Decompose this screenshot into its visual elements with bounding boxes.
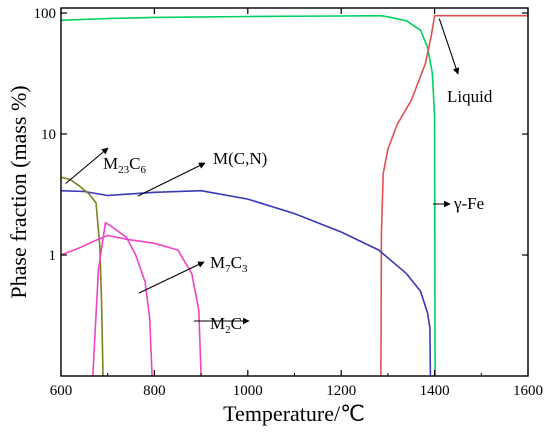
series-line-1 bbox=[60, 14, 436, 377]
x-tick-label: 600 bbox=[50, 383, 73, 399]
ticks-layer: 600 800 1000 1200 1400 1600 1 10 100 bbox=[34, 6, 544, 399]
x-tick-label: 1000 bbox=[233, 383, 263, 399]
y-axis-title: Phase fraction (mass %) bbox=[6, 85, 31, 298]
y-tick-label: 1 bbox=[49, 248, 57, 264]
annotations-layer: Liquid γ-Fe M(C,N) M23C6 M7C3 M2C bbox=[65, 18, 493, 336]
plot-frame bbox=[60, 7, 529, 377]
annotation-label: M(C,N) bbox=[213, 149, 267, 168]
annotation-label: M23C6 bbox=[103, 154, 146, 176]
annotation-arrow bbox=[65, 147, 109, 184]
x-tick-label: 1200 bbox=[326, 383, 356, 399]
series-line-2 bbox=[380, 14, 528, 377]
series-line-3 bbox=[60, 189, 432, 377]
series-layer bbox=[60, 14, 528, 377]
series-line-5 bbox=[60, 234, 202, 377]
series-line-6 bbox=[92, 221, 153, 377]
x-tick-label: 1600 bbox=[513, 383, 543, 399]
y-tick-label: 100 bbox=[34, 6, 57, 22]
annotation-label: M7C3 bbox=[210, 253, 248, 275]
annotation-label: M2C bbox=[210, 314, 242, 336]
x-tick-label: 1400 bbox=[420, 383, 450, 399]
annotation-arrow bbox=[137, 162, 206, 197]
y-tick-label: 10 bbox=[41, 127, 56, 143]
x-axis-title: Temperature/℃ bbox=[223, 401, 365, 426]
series-line-4 bbox=[60, 176, 104, 377]
annotation-label: Liquid bbox=[447, 87, 493, 106]
annotation-label: γ-Fe bbox=[453, 194, 484, 213]
annotation-arrow bbox=[138, 261, 205, 294]
x-tick-label: 800 bbox=[143, 383, 166, 399]
annotation-arrow bbox=[438, 18, 460, 75]
